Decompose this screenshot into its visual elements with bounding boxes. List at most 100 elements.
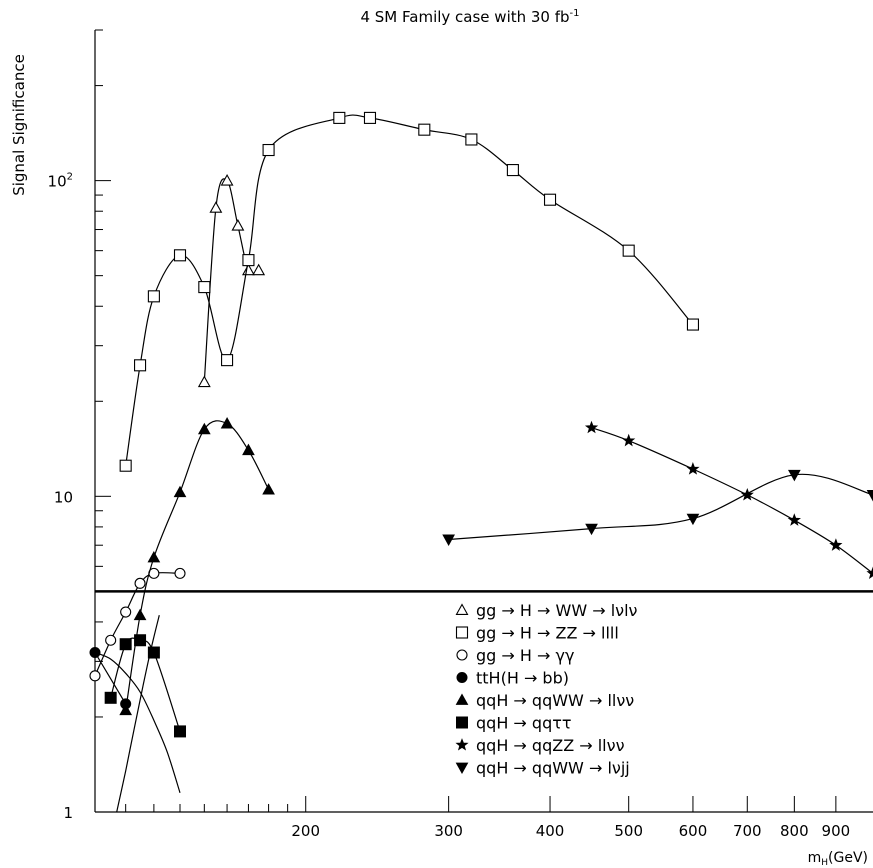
legend-marker [455,762,469,775]
chart-title: 4 SM Family case with 30 fb-1 [360,8,579,26]
data-point-square-open [242,254,255,267]
data-point-circle-open [120,606,132,618]
data-point-square-open [173,249,187,262]
data-point-square-open [119,459,132,472]
data-point-square-open [198,281,211,294]
data-point-square-filled [174,725,187,738]
data-point-triangle-filled [220,417,234,429]
series-curve [110,637,181,732]
legend-item: qqH → qqττ [456,714,572,733]
data-point-square-filled [134,634,147,647]
legend-label: qqH → qqWW → llνν [476,691,634,710]
data-point-square-open [622,244,635,257]
legend-item: ttH(H → bb) [456,669,569,688]
data-point-circle-open [89,670,101,682]
data-point-square-open [506,164,519,177]
y-tick-label-base: 1 [63,804,73,822]
data-point-square-open [465,133,478,146]
legend-marker [455,626,469,639]
legend-item: gg → H → WW → lνlν [455,601,638,620]
y-tick-label-base: 10 [54,488,73,506]
fit-curve [95,651,181,793]
y-tick-label: 1 [63,804,73,822]
x-tick-label: 900 [822,822,851,840]
chart-title-superscript: -1 [570,8,580,19]
data-point-triangle-down-filled [686,513,700,526]
data-point-triangle-filled [119,703,133,716]
series-curve [591,427,873,574]
legend: gg → H → WW → lνlν gg → H → ZZ → llll gg →… [455,601,638,778]
data-point-square-open [147,290,160,303]
data-point-star [866,566,873,579]
y-tick-label: 10 [54,488,73,506]
legend-marker [455,693,469,705]
legend-marker [455,603,469,615]
data-point-triangle-filled [262,483,275,495]
legend-label: gg → H → WW → lνlν [476,601,638,620]
series-curve [448,473,873,541]
data-point-square-open [418,123,431,136]
fit-curve [116,615,160,812]
data-point-square-open [221,354,234,367]
x-axis-label-main: m [808,850,822,866]
legend-label: gg → H → γγ [476,646,574,665]
x-tick-label: 500 [614,822,643,840]
x-tick-label: 300 [434,822,463,840]
x-tick-label: 600 [679,822,708,840]
data-point-triangle-down-filled [866,490,873,502]
legend-label: gg → H → ZZ → llll [476,624,619,643]
x-tick-label: 200 [291,822,320,840]
legend-label: qqH → qqZZ → llνν [476,736,625,755]
data-point-square-filled [104,691,117,704]
data-point-star [740,487,754,501]
data-point-square-open [543,193,557,206]
data-point-star [622,433,636,447]
data-point-triangle-down-filled [442,534,455,546]
legend-label: ttH(H → bb) [476,669,569,688]
data-point-square-filled [119,638,132,651]
data-point-square-open [262,143,275,157]
data-point-triangle-filled [133,608,147,621]
data-point-triangle-open [231,219,245,231]
x-axis-label-sub: H [821,858,828,868]
legend-item: qqH → qqZZ → llνν [455,736,625,755]
y-tick-label-base: 10 [48,173,67,191]
data-point-triangle-filled [147,550,161,563]
data-point-square-open [363,111,377,124]
data-point-triangle-open [209,201,223,213]
data-point-triangle-filled [173,485,187,498]
data-point-triangle-open [220,173,234,186]
y-tick-label-exponent: 2 [67,172,73,183]
data-point-triangle-filled [242,443,255,456]
data-point-square-open [333,111,346,124]
legend-marker [456,649,468,661]
data-point-triangle-open [197,375,211,388]
legend-item: gg → H → ZZ → llll [455,624,619,643]
x-tick-label: 700 [733,822,762,840]
data-point-circle-open [105,634,117,646]
data-point-triangle-open [252,263,266,276]
data-point-circle-open [134,577,146,589]
y-axis-label: Signal Significance [10,54,28,196]
data-point-triangle-filled [197,422,211,435]
data-point-square-open [686,318,699,331]
data-point-star [584,420,599,434]
legend-label: qqH → qqWW → lνjj [476,759,630,778]
data-point-star [787,513,801,526]
data-point-circle-open [174,567,186,579]
x-tick-label: 400 [536,822,565,840]
legend-label: qqH → qqττ [476,714,572,733]
y-tick-label: 102 [48,172,73,191]
x-axis-label: mH(GeV) [808,850,868,868]
legend-item: qqH → qqWW → lνjj [455,759,630,778]
x-axis-label-tail: (GeV) [828,850,868,866]
data-point-triangle-open [242,263,255,276]
legend-marker [456,716,468,729]
legend-marker [455,738,469,751]
data-point-square-open [134,359,147,372]
data-point-square-filled [147,646,160,659]
legend-item: gg → H → γγ [456,646,574,665]
data-point-star [829,538,843,551]
legend-item: qqH → qqWW → llνν [455,691,634,710]
